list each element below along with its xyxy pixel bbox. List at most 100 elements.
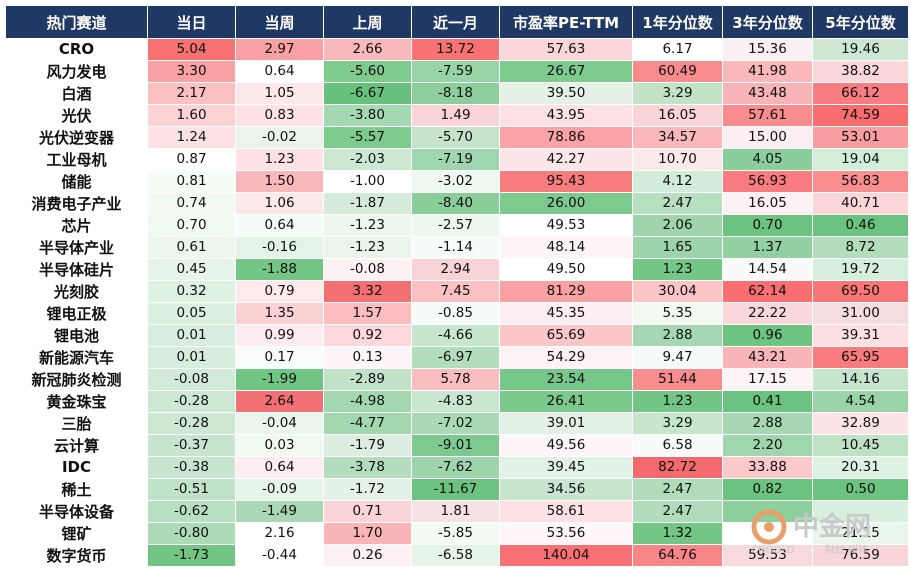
data-cell: 0.64 (235, 213, 324, 237)
header-row: 热门赛道 当日 当周 上周 近一月 市盈率PE-TTM 1年分位数 3年分位数 … (5, 5, 909, 39)
data-cell: 1.24 (147, 125, 236, 149)
data-cell: 56.83 (812, 169, 909, 193)
data-cell: 81.29 (499, 279, 633, 303)
table-row: 三胎 -0.28 -0.04 -4.77 -7.02 39.01 3.29 2.88 32.89 (5, 411, 909, 435)
data-cell: -0.28 (147, 411, 236, 435)
watermark-sub: CNGOLD (751, 545, 795, 556)
data-cell: -1.49 (235, 499, 324, 523)
data-cell: 3.32 (323, 279, 412, 303)
column-header: 当日 (147, 5, 236, 39)
data-cell: -0.38 (147, 455, 236, 479)
data-cell: 2.20 (722, 433, 813, 457)
table-row: 云计算 -0.37 0.03 -1.79 -9.01 49.56 6.58 2.20 10.45 (5, 433, 909, 457)
data-cell: -5.57 (323, 125, 412, 149)
data-cell: 9.47 (632, 345, 723, 369)
table-row: 新冠肺炎检测 -0.08 -1.99 -2.89 5.78 23.54 51.44 17.15… (5, 367, 909, 391)
heatmap-table: 热门赛道 当日 当周 上周 近一月 市盈率PE-TTM 1年分位数 3年分位数 … (5, 5, 909, 567)
data-cell: -1.88 (235, 257, 324, 281)
data-cell: 2.06 (632, 213, 723, 237)
row-label: 锂矿 (5, 521, 148, 545)
data-cell: 0.64 (235, 455, 324, 479)
data-cell: 17.15 (722, 367, 813, 391)
watermark-tag: 财经 媒体 (825, 543, 868, 556)
data-cell: 78.86 (499, 125, 633, 149)
data-cell: 43.48 (722, 81, 813, 105)
data-cell: 19.46 (812, 38, 909, 61)
data-cell: 0.79 (235, 279, 324, 303)
column-header: 市盈率PE-TTM (499, 5, 633, 39)
data-cell: -6.97 (411, 345, 500, 369)
data-cell: 19.04 (812, 147, 909, 171)
data-cell: 1.35 (235, 301, 324, 325)
data-cell: 0.87 (147, 147, 236, 171)
row-label: 半导体产业 (5, 235, 148, 259)
data-cell: -2.89 (323, 367, 412, 391)
data-cell: 45.35 (499, 301, 633, 325)
data-cell: 69.50 (812, 279, 909, 303)
data-cell: 82.72 (632, 455, 723, 479)
data-cell: -7.59 (411, 59, 500, 83)
data-cell: 48.14 (499, 235, 633, 259)
table-row: 锂电池 0.01 0.99 0.92 -4.66 65.69 2.88 0.96 39.31 (5, 323, 909, 347)
data-cell: 5.35 (632, 301, 723, 325)
data-cell: -1.79 (323, 433, 412, 457)
data-cell: 0.70 (722, 213, 813, 237)
table-row: 黄金珠宝 -0.28 2.64 -4.98 -4.83 26.41 1.23 0.41 4.54 (5, 389, 909, 413)
data-cell: 26.41 (499, 389, 633, 413)
table-row: CRO 5.04 2.97 2.66 13.72 57.63 6.17 15.36 19.46 (5, 38, 909, 61)
data-cell: 1.06 (235, 191, 324, 215)
data-cell: 1.05 (235, 81, 324, 105)
data-cell: 3.29 (632, 411, 723, 435)
data-cell: -4.83 (411, 389, 500, 413)
data-cell: 60.49 (632, 59, 723, 83)
watermark-brand: 中金网 (793, 511, 871, 542)
data-cell: 0.64 (235, 59, 324, 83)
table-row: 工业母机 0.87 1.23 -2.03 -7.19 42.27 10.70 4.05 19.0… (5, 147, 909, 171)
table-row: 芯片 0.70 0.64 -1.23 -2.57 49.53 2.06 0.70 0.46 (5, 213, 909, 237)
row-label: 风力发电 (5, 59, 148, 83)
data-cell: 1.32 (632, 521, 723, 545)
data-cell: 65.69 (499, 323, 633, 347)
data-cell: -0.04 (235, 411, 324, 435)
data-cell: 22.22 (722, 301, 813, 325)
watermark-logo: 中金网 CNGOLD 财经 媒体 (751, 509, 871, 556)
data-cell: 4.54 (812, 389, 909, 413)
row-label: 光伏 (5, 103, 148, 127)
data-cell: 10.70 (632, 147, 723, 171)
row-label: 半导体设备 (5, 499, 148, 523)
data-cell: 13.72 (411, 38, 500, 61)
data-cell: 0.01 (147, 345, 236, 369)
row-label: 半导体硅片 (5, 257, 148, 281)
data-cell: -0.62 (147, 499, 236, 523)
data-cell: 140.04 (499, 543, 633, 567)
data-cell: 65.95 (812, 345, 909, 369)
data-cell: 49.53 (499, 213, 633, 237)
data-cell: -8.40 (411, 191, 500, 215)
data-cell: 30.04 (632, 279, 723, 303)
data-cell: 0.26 (323, 543, 412, 567)
data-cell: 1.50 (235, 169, 324, 193)
data-cell: 2.97 (235, 38, 324, 61)
column-header: 1年分位数 (632, 5, 723, 39)
data-cell: 0.74 (147, 191, 236, 215)
data-cell: 53.56 (499, 521, 633, 545)
data-cell: 14.16 (812, 367, 909, 391)
data-cell: 39.45 (499, 455, 633, 479)
data-cell: 0.82 (722, 477, 813, 501)
table-row: 半导体设备 -0.62 -1.49 0.71 1.81 58.61 2.47 (5, 499, 909, 523)
data-cell: 4.05 (722, 147, 813, 171)
data-cell: 4.12 (632, 169, 723, 193)
data-cell: 0.92 (323, 323, 412, 347)
data-cell: 3.29 (632, 81, 723, 105)
table-row: 新能源汽车 0.01 0.17 0.13 -6.97 54.29 9.47 43.21 65.9… (5, 345, 909, 369)
data-cell: 16.05 (722, 191, 813, 215)
row-label: 稀土 (5, 477, 148, 501)
data-cell: -0.08 (323, 257, 412, 281)
row-label: 储能 (5, 169, 148, 193)
data-cell: 0.32 (147, 279, 236, 303)
data-cell: 34.56 (499, 477, 633, 501)
data-cell: 38.82 (812, 59, 909, 83)
data-cell: 53.01 (812, 125, 909, 149)
row-label: 新能源汽车 (5, 345, 148, 369)
data-cell: 2.88 (632, 323, 723, 347)
